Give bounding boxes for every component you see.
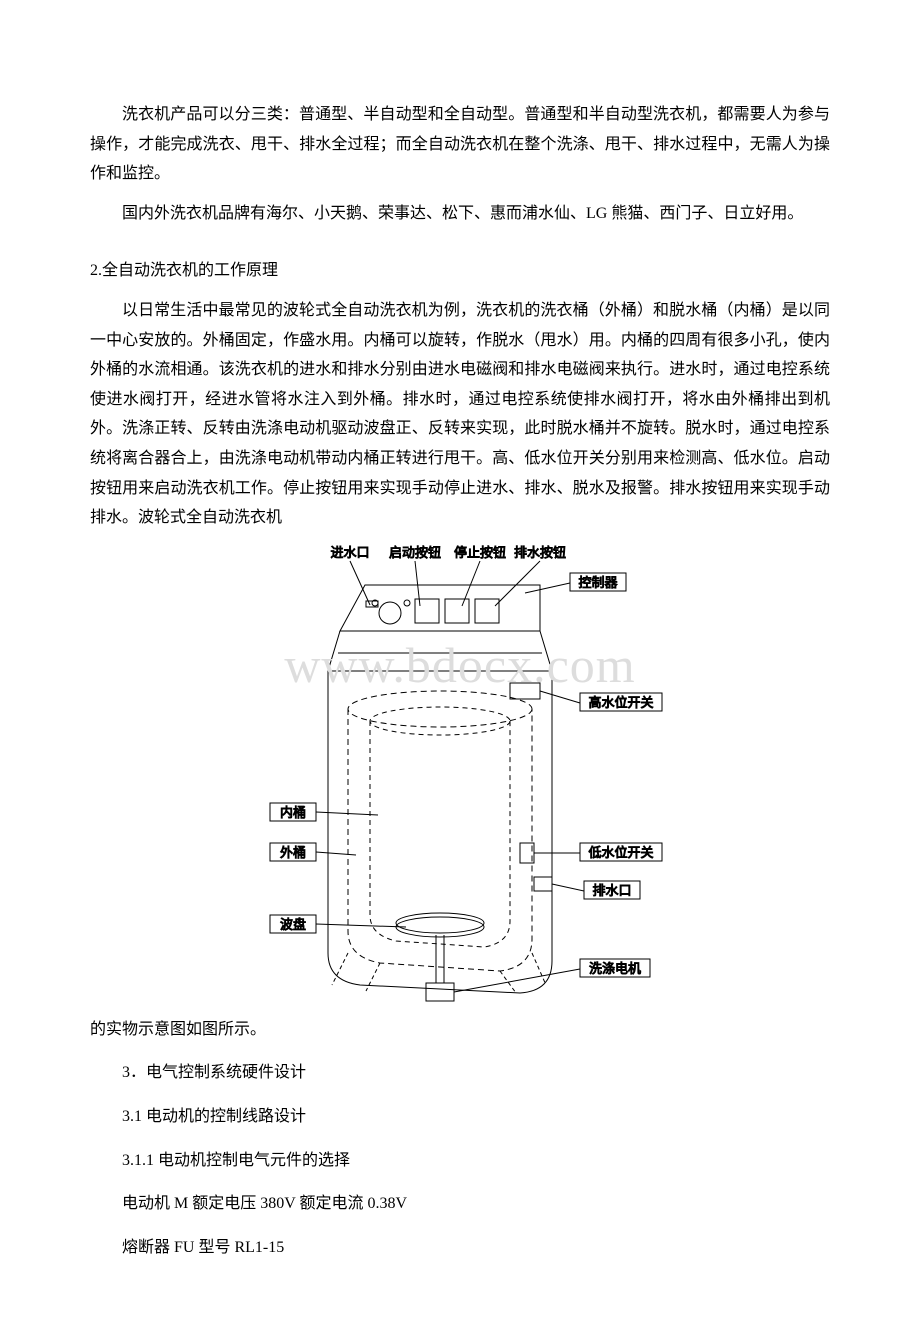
- diagram-container: www.bdocx.com 进水口 启动按钮 停止按钮 排水按钮 控制器: [90, 543, 830, 1011]
- label-high-level: 高水位开关: [588, 695, 653, 710]
- paragraph-intro-2: 国内外洗衣机品牌有海尔、小天鹅、荣事达、松下、惠而浦水仙、LG 熊猫、西门子、日…: [90, 199, 830, 229]
- label-pulsator: 波盘: [280, 917, 306, 932]
- section-3-title: 3．电气控制系统硬件设计: [90, 1058, 830, 1088]
- motor-spec-line: 电动机 M 额定电压 380V 额定电流 0.38V: [90, 1189, 830, 1219]
- diagram-caption-tail: 的实物示意图如图所示。: [90, 1015, 830, 1045]
- paragraph-principle: 以日常生活中最常见的波轮式全自动洗衣机为例，洗衣机的洗衣桶（外桶）和脱水桶（内桶…: [90, 296, 830, 533]
- label-motor: 洗涤电机: [589, 961, 641, 976]
- label-drain-btn: 排水按钮: [514, 545, 566, 560]
- section-3-1-title: 3.1 电动机的控制线路设计: [90, 1102, 830, 1132]
- paragraph-intro-1: 洗衣机产品可以分三类：普通型、半自动型和全自动型。普通型和半自动型洗衣机，都需要…: [90, 100, 830, 189]
- label-start-btn: 启动按钮: [389, 545, 441, 560]
- label-inlet: 进水口: [330, 545, 369, 560]
- label-outer-tub: 外桶: [280, 845, 306, 860]
- label-low-level: 低水位开关: [588, 845, 653, 860]
- label-stop-btn: 停止按钮: [454, 545, 506, 560]
- label-inner-tub: 内桶: [280, 805, 306, 820]
- label-controller: 控制器: [578, 575, 617, 590]
- label-drain-port: 排水口: [592, 883, 631, 898]
- washing-machine-diagram: 进水口 启动按钮 停止按钮 排水按钮 控制器: [240, 543, 680, 1011]
- section-2-title: 2.全自动洗衣机的工作原理: [90, 256, 830, 286]
- section-3-1-1-title: 3.1.1 电动机控制电气元件的选择: [90, 1146, 830, 1176]
- fuse-spec-line: 熔断器 FU 型号 RL1-15: [90, 1233, 830, 1263]
